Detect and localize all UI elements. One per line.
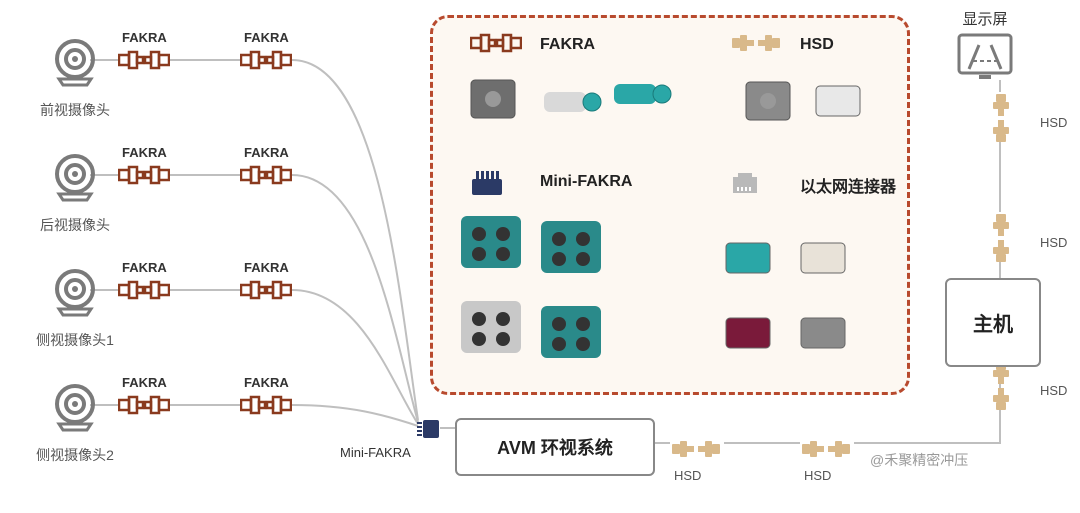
hsd-label: HSD bbox=[1040, 235, 1067, 250]
camera-0: 前视摄像头 bbox=[25, 35, 125, 120]
legend-mini_fakra-label: Mini-FAKRA bbox=[540, 173, 632, 191]
legend-ethernet-icon bbox=[730, 169, 760, 200]
mini-fakra-node-icon bbox=[415, 418, 441, 445]
hsd-connector-icon bbox=[990, 360, 1012, 417]
display-block: 显示屏 bbox=[955, 8, 1015, 86]
legend-photo bbox=[540, 80, 604, 129]
camera-icon bbox=[47, 150, 103, 211]
fakra-label: FAKRA bbox=[122, 260, 167, 275]
display-title: 显示屏 bbox=[955, 8, 1015, 29]
mini-fakra-label: Mini-FAKRA bbox=[340, 445, 411, 460]
hsd-connector-icon bbox=[990, 212, 1012, 269]
fakra-label: FAKRA bbox=[122, 30, 167, 45]
fakra-label: FAKRA bbox=[244, 375, 289, 390]
legend-hsd-icon bbox=[730, 32, 782, 59]
legend-photo bbox=[610, 72, 674, 121]
camera-label: 前视摄像头 bbox=[25, 100, 125, 120]
watermark: @禾聚精密冲压 bbox=[870, 450, 968, 470]
camera-2: 侧视摄像头1 bbox=[25, 265, 125, 350]
legend-fakra-label: FAKRA bbox=[540, 36, 595, 54]
camera-icon bbox=[47, 265, 103, 326]
legend-photo bbox=[720, 235, 776, 284]
fakra-connector-icon bbox=[240, 164, 292, 191]
legend-photo bbox=[740, 72, 800, 132]
fakra-label: FAKRA bbox=[244, 260, 289, 275]
legend-photo bbox=[720, 310, 776, 359]
fakra-connector-icon bbox=[240, 49, 292, 76]
fakra-connector-icon bbox=[240, 279, 292, 306]
legend-photo bbox=[455, 295, 527, 364]
camera-icon bbox=[47, 35, 103, 96]
host-label: 主机 bbox=[973, 314, 1013, 336]
hsd-connector-icon bbox=[990, 92, 1012, 149]
legend-fakra-icon bbox=[470, 32, 522, 59]
legend-hsd-label: HSD bbox=[800, 36, 834, 54]
fakra-label: FAKRA bbox=[122, 145, 167, 160]
fakra-connector-icon bbox=[118, 279, 170, 306]
legend-photo bbox=[810, 78, 866, 127]
fakra-label: FAKRA bbox=[244, 30, 289, 45]
hsd-label: HSD bbox=[804, 468, 831, 483]
fakra-connector-icon bbox=[118, 49, 170, 76]
legend-photo bbox=[795, 235, 851, 284]
camera-1: 后视摄像头 bbox=[25, 150, 125, 235]
legend-ethernet-label: 以太网连接器 bbox=[800, 173, 896, 197]
legend-photo bbox=[465, 70, 525, 130]
hsd-connector-icon bbox=[800, 438, 852, 465]
hsd-label: HSD bbox=[1040, 383, 1067, 398]
camera-label: 后视摄像头 bbox=[25, 215, 125, 235]
display-icon bbox=[955, 31, 1015, 86]
legend-photo bbox=[795, 310, 851, 359]
hsd-label: HSD bbox=[1040, 115, 1067, 130]
fakra-label: FAKRA bbox=[122, 375, 167, 390]
avm-box: AVM 环视系统 bbox=[455, 418, 655, 476]
host-box: 主机 bbox=[945, 278, 1041, 367]
camera-label: 侧视摄像头1 bbox=[25, 330, 125, 350]
camera-label: 侧视摄像头2 bbox=[25, 445, 125, 465]
fakra-connector-icon bbox=[118, 394, 170, 421]
legend-photo bbox=[455, 210, 527, 279]
camera-icon bbox=[47, 380, 103, 441]
fakra-connector-icon bbox=[240, 394, 292, 421]
legend-photo bbox=[535, 215, 607, 284]
avm-label: AVM 环视系统 bbox=[497, 438, 613, 458]
camera-3: 侧视摄像头2 bbox=[25, 380, 125, 465]
hsd-label: HSD bbox=[674, 468, 701, 483]
fakra-connector-icon bbox=[118, 164, 170, 191]
legend-photo bbox=[535, 300, 607, 369]
hsd-connector-icon bbox=[670, 438, 722, 465]
legend-mini_fakra-icon bbox=[470, 169, 504, 202]
fakra-label: FAKRA bbox=[244, 145, 289, 160]
